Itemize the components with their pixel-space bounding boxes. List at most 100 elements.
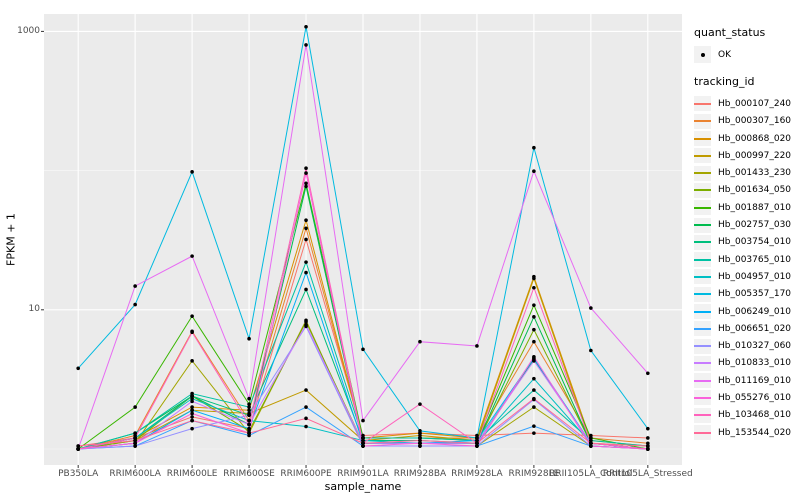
data-point	[532, 276, 536, 281]
data-point	[190, 418, 194, 423]
data-point	[247, 408, 251, 412]
data-point	[418, 441, 422, 446]
legend-item-label: Hb_010833_010	[718, 358, 792, 369]
legend-item-Hb_000307_160: Hb_000307_160	[694, 113, 800, 130]
line-swatch-icon	[694, 189, 711, 192]
legend-key	[694, 355, 711, 371]
data-point	[190, 394, 194, 398]
data-point	[304, 416, 308, 421]
y-axis-title: FPKM + 1	[4, 213, 18, 266]
data-point	[304, 270, 308, 275]
data-point	[532, 431, 536, 435]
x-tick-label: RRIM928BA	[393, 469, 447, 479]
legend-item-Hb_006249_010: Hb_006249_010	[694, 303, 800, 320]
data-point	[418, 444, 422, 448]
legend-item-Hb_011169_010: Hb_011169_010	[694, 372, 800, 389]
x-tick-label: RRII105LA_Control	[549, 469, 633, 479]
data-point	[247, 431, 251, 435]
y-tick-label: 1000	[17, 25, 40, 36]
data-point	[304, 181, 308, 186]
point-icon	[700, 52, 705, 57]
data-point	[190, 391, 194, 396]
line-swatch-icon	[694, 206, 711, 209]
data-point	[589, 348, 593, 353]
data-point	[133, 302, 137, 307]
data-point	[646, 371, 650, 376]
legend-key	[694, 286, 711, 302]
data-point	[190, 254, 194, 258]
legend-item-Hb_005357_170: Hb_005357_170	[694, 286, 800, 303]
data-point	[646, 444, 650, 448]
line-swatch-icon	[694, 275, 711, 278]
data-point	[76, 447, 80, 451]
x-tick-label: PB350LA	[58, 469, 99, 479]
line-swatch-icon	[694, 102, 711, 105]
legend-items-tracking-id: Hb_000107_240 Hb_000307_160 Hb_000868_020 H…	[694, 95, 800, 441]
legend-item-label: OK	[718, 49, 731, 60]
legend-item-Hb_153544_020: Hb_153544_020	[694, 424, 800, 441]
y-tick-label: 10	[28, 304, 40, 315]
legend-key	[694, 148, 711, 164]
data-point	[646, 447, 650, 451]
legend-item-label: Hb_004957_010	[718, 271, 792, 282]
x-tick-label: RRIM600LA	[109, 469, 161, 479]
legend-item-label: Hb_001887_010	[718, 202, 792, 213]
legend-key	[694, 321, 711, 337]
legend-item-Hb_003754_010: Hb_003754_010	[694, 234, 800, 251]
line-swatch-icon	[694, 362, 711, 365]
data-point	[532, 354, 536, 359]
data-point	[418, 339, 422, 344]
data-point	[361, 418, 365, 423]
legend-item-Hb_055276_010: Hb_055276_010	[694, 389, 800, 406]
data-point	[646, 426, 650, 431]
data-point	[475, 444, 479, 448]
legend-key	[694, 234, 711, 250]
data-point	[361, 444, 365, 448]
data-point	[418, 433, 422, 438]
data-point	[532, 396, 536, 401]
x-tick-label: RRIM901LA	[337, 469, 389, 479]
data-point	[304, 287, 308, 292]
line-swatch-icon	[694, 431, 711, 434]
legend-key	[694, 338, 711, 354]
legend-key	[694, 373, 711, 389]
line-swatch-icon	[694, 345, 711, 348]
data-point	[532, 285, 536, 290]
data-point	[247, 336, 251, 341]
x-tick-label: RRIM928LE	[508, 469, 560, 479]
data-point	[190, 408, 194, 412]
data-point	[361, 433, 365, 438]
line-swatch-icon	[694, 241, 711, 244]
data-point	[418, 438, 422, 443]
legend-item-Hb_006651_020: Hb_006651_020	[694, 320, 800, 337]
legend-item-Hb_001433_230: Hb_001433_230	[694, 164, 800, 181]
data-point	[475, 433, 479, 438]
legend-item-label: Hb_000107_240	[718, 98, 792, 109]
x-axis-title: sample_name	[324, 480, 402, 493]
data-point	[133, 444, 137, 448]
legend-item-label: Hb_010327_060	[718, 341, 792, 352]
legend-key	[694, 217, 711, 233]
legend-key	[694, 113, 711, 129]
legend-item-label: Hb_000307_160	[718, 116, 792, 127]
legend-item-Hb_001887_010: Hb_001887_010	[694, 199, 800, 216]
legend-title-quant-status: quant_status	[694, 26, 766, 39]
x-tick-label: RRIM928LA	[451, 469, 503, 479]
legend-items-quant-status: OK	[694, 46, 800, 64]
legend-key	[694, 390, 711, 406]
data-point	[190, 426, 194, 431]
legend-item-Hb_103468_010: Hb_103468_010	[694, 407, 800, 424]
x-tick-label: RRIM600SE	[223, 469, 275, 479]
legend-item-label: Hb_005357_170	[718, 289, 792, 300]
data-point	[589, 438, 593, 443]
data-point	[304, 388, 308, 392]
data-point	[532, 388, 536, 392]
data-point	[304, 323, 308, 327]
data-point	[190, 399, 194, 404]
legend: quant_status OK tracking_id Hb_000107_24…	[694, 26, 800, 441]
data-point	[532, 405, 536, 409]
data-point	[304, 24, 308, 29]
legend-key	[694, 182, 711, 198]
data-point	[247, 405, 251, 409]
